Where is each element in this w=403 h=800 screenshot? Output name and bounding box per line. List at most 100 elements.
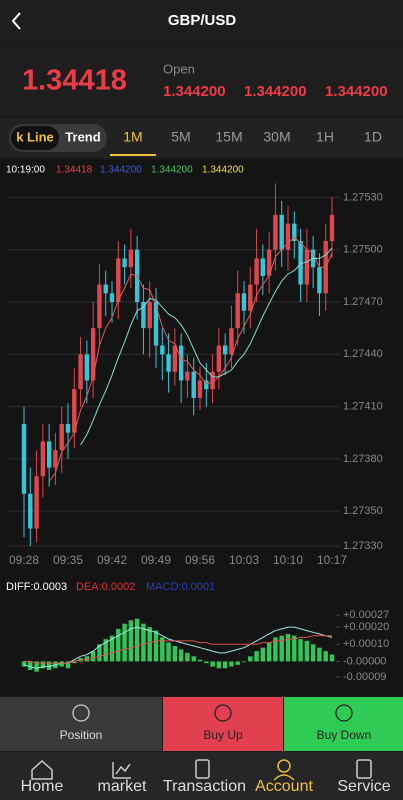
macd-bar (197, 659, 203, 662)
mode-active (11, 126, 59, 150)
candle-body (292, 223, 297, 241)
account-icon (277, 759, 291, 773)
macd-bar (147, 627, 152, 662)
y-tick-label: 1.27500 (343, 244, 383, 256)
candle-body (254, 258, 259, 285)
active-underline (110, 154, 156, 156)
buy-down-button[interactable] (284, 697, 403, 751)
mode-tab[interactable]: Trend (65, 129, 100, 144)
macd-bar (248, 656, 253, 662)
macd-bar (109, 635, 115, 662)
action-label[interactable]: Buy Up (203, 728, 243, 742)
x-tick-label: 09:56 (185, 553, 215, 567)
interval-tab[interactable]: 1D (364, 129, 382, 145)
nav-label[interactable]: Service (337, 778, 390, 795)
interval-tab[interactable]: 5M (171, 129, 190, 145)
macd-bar (292, 635, 297, 662)
position-icon (72, 704, 90, 722)
candle-body (273, 214, 278, 250)
action-label[interactable]: Buy Down (317, 728, 372, 742)
macd-bar (116, 628, 121, 662)
series-line (80, 247, 333, 446)
page-title: GBP/USD (168, 12, 237, 29)
macd-bar (210, 661, 215, 667)
back-button[interactable] (11, 12, 21, 30)
interval-tab[interactable]: 1M (123, 129, 142, 145)
x-tick-label: 09:28 (9, 553, 39, 567)
macd-bar (310, 644, 316, 662)
info-value: 1.344200 (100, 165, 142, 176)
macd-bar (46, 661, 52, 670)
macd-bar (59, 661, 64, 667)
candle-body (222, 345, 228, 355)
buy-up-button[interactable] (163, 697, 283, 751)
y-tick-label: 1.27410 (343, 400, 383, 412)
macd-bar (21, 661, 27, 667)
candle-body (216, 345, 222, 372)
candle-body (317, 267, 322, 294)
candle-body (185, 371, 190, 381)
macd-bar (204, 661, 209, 664)
macd-bar (128, 620, 134, 662)
candle-body (141, 302, 146, 329)
candle-body (178, 345, 184, 381)
position-button[interactable] (0, 697, 162, 751)
macd-bar (229, 661, 234, 667)
interval-tab[interactable]: 15M (215, 129, 242, 145)
macd-bar (216, 661, 222, 669)
info-value: 1.344200 (202, 165, 244, 176)
macd-bar (166, 642, 171, 662)
y-tick-label: +0.00010 (343, 638, 389, 650)
macd-bar (235, 661, 240, 665)
macd-bar (172, 646, 178, 662)
open-label: Open (163, 61, 195, 76)
legend-entry: MACD:0.0001 (146, 581, 215, 593)
macd-bar (273, 637, 278, 662)
candle-body (116, 258, 121, 302)
candle-body (266, 249, 272, 276)
candle-body (298, 241, 303, 285)
macd-bar (65, 661, 71, 669)
macd-bar (317, 647, 322, 662)
macd-bar (103, 639, 108, 662)
nav-label[interactable]: market (98, 778, 147, 795)
macd-bar (97, 644, 102, 662)
y-tick-label: +0.00027 (343, 609, 389, 621)
home-icon (31, 759, 53, 780)
interval-tab[interactable]: 30M (263, 129, 290, 145)
candle-body (122, 258, 127, 268)
candle-body (279, 214, 284, 250)
info-time: 10:19:00 (6, 165, 45, 176)
candle-body (109, 293, 115, 302)
mode-tab[interactable]: k Line (16, 129, 54, 144)
nav-label[interactable]: Home (21, 778, 64, 795)
macd-bar (191, 656, 196, 662)
candle-body (260, 258, 266, 276)
candle-body (28, 493, 33, 529)
y-tick-label: 1.27440 (343, 348, 383, 360)
y-tick-label: 1.27350 (343, 505, 383, 517)
legend-entry: DEA:0.0002 (76, 581, 135, 593)
macd-bar (134, 618, 140, 662)
macd-bar (178, 649, 184, 662)
candle-body (329, 214, 335, 241)
account-icon (273, 774, 295, 781)
macd-bar (285, 634, 291, 662)
buy-up-icon (214, 704, 232, 722)
macd-bar (222, 661, 228, 669)
candle-body (285, 223, 291, 250)
candle-body (90, 328, 96, 381)
macd-bar (141, 623, 146, 662)
y-tick-label: 1.27380 (343, 453, 383, 465)
interval-tab[interactable]: 1H (316, 129, 334, 145)
candle-body (21, 424, 27, 494)
y-tick-label: -0.00009 (343, 671, 386, 683)
macd-bar (34, 661, 39, 672)
x-tick-label: 10:10 (273, 553, 303, 567)
candle-body (229, 328, 234, 355)
nav-label[interactable]: Account (255, 778, 313, 795)
nav-label[interactable]: Transaction (163, 778, 246, 795)
candle-body (210, 371, 215, 390)
action-label[interactable]: Position (60, 728, 103, 742)
